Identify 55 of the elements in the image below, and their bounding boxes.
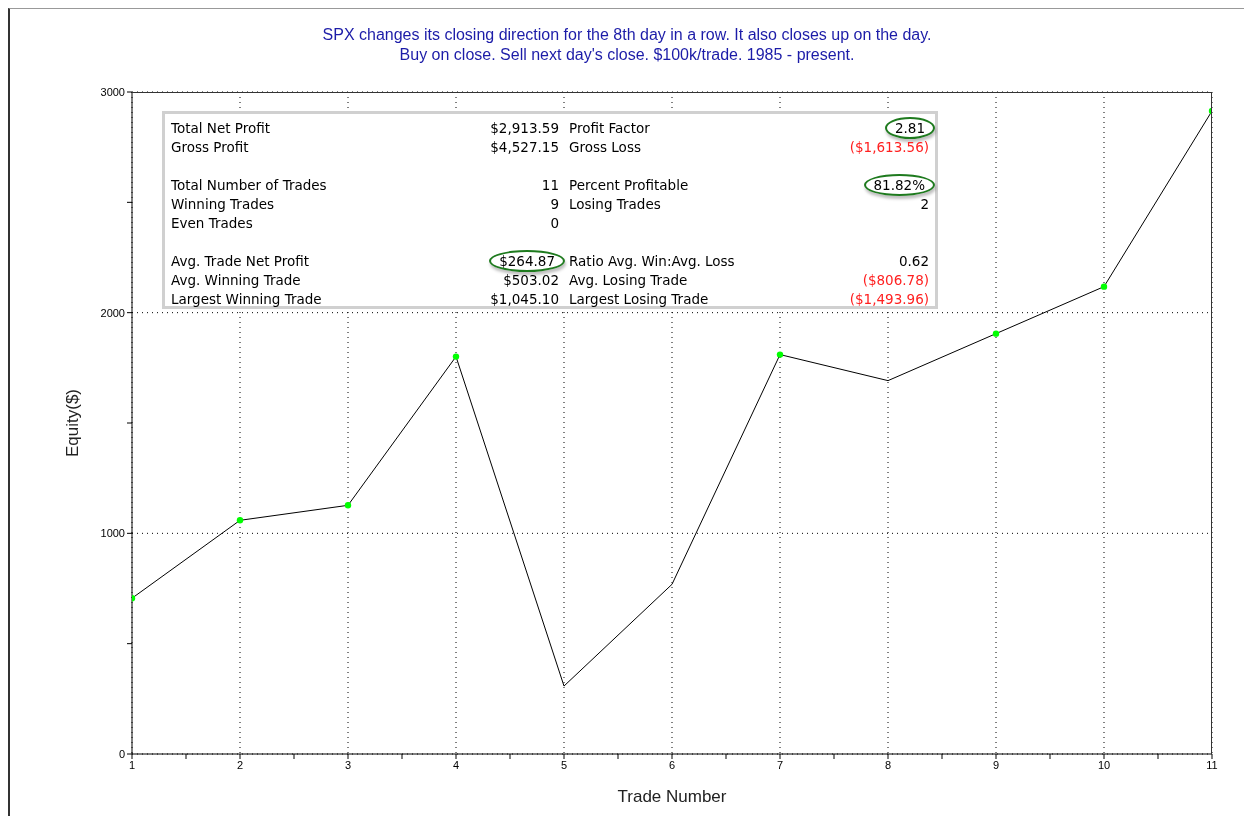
annotation: Losing Trades	[569, 196, 661, 212]
annotation: 0	[550, 215, 559, 231]
annotation: Gross Profit	[171, 139, 249, 155]
point	[1100, 283, 1108, 290]
annotation: Avg. Winning Trade	[171, 272, 301, 288]
annotation: Largest Losing Trade	[569, 291, 709, 307]
x-tick-label: 7	[776, 758, 784, 771]
annotation: Largest Winning Trade	[171, 291, 322, 307]
y-axis-title: Equity($)	[63, 388, 83, 458]
annotation: 11	[541, 177, 559, 193]
annotation: Total Net Profit	[171, 120, 271, 136]
x-tick-label: 10	[1097, 758, 1111, 771]
x-axis-title: Trade Number	[617, 787, 727, 806]
annotation: ($1,613.56)	[849, 139, 929, 155]
x-tick-label: 2	[236, 758, 244, 771]
annotation: 9	[550, 196, 559, 212]
point	[452, 353, 460, 360]
x-tick-label: 6	[668, 758, 676, 771]
x-tick-label: 1	[128, 758, 136, 771]
x-tick-label: 11	[1206, 758, 1218, 771]
x-tick-label: 4	[452, 758, 460, 771]
annotation: Total Number of Trades	[171, 177, 327, 193]
annotation: 81.82%	[872, 177, 926, 193]
annotation: $4,527.15	[490, 139, 559, 155]
annotation: Gross Loss	[569, 139, 641, 155]
annotation: Even Trades	[171, 215, 253, 231]
y-tick-label: 2000	[100, 306, 125, 319]
x-tick-label: 8	[884, 758, 892, 771]
annotation: 0.62	[898, 253, 929, 269]
chart-subtitle: Buy on close. Sell next day's close. $100k/trade. 1985 - present.	[398, 45, 856, 65]
annotation: $264.87	[498, 253, 556, 269]
annotation: $503.02	[503, 272, 559, 288]
point	[776, 351, 784, 358]
point	[992, 330, 1000, 337]
annotation: ($1,493.96)	[849, 291, 929, 307]
chart-title: SPX changes its closing direction for the 8th day in a row. It also closes up on the day.	[321, 25, 933, 45]
annotation: Percent Profitable	[569, 177, 689, 193]
y-tick-label: 1000	[100, 527, 125, 540]
annotation: Avg. Trade Net Profit	[171, 253, 310, 269]
point	[236, 517, 244, 524]
x-tick-label: 9	[992, 758, 1000, 771]
annotation: $1,045.10	[490, 291, 559, 307]
annotation: ($806.78)	[862, 272, 929, 288]
x-tick-label: 3	[344, 758, 352, 771]
annotation: 2.81	[893, 120, 926, 136]
annotation: 2	[920, 196, 929, 212]
x-tick-label: 5	[560, 758, 568, 771]
annotation: Avg. Losing Trade	[569, 272, 688, 288]
annotation: Ratio Avg. Win:Avg. Loss	[569, 253, 735, 269]
y-tick-label: 0	[118, 747, 125, 760]
y-tick-label: 3000	[100, 85, 125, 98]
annotation: Profit Factor	[569, 120, 650, 136]
annotation: $2,913.59	[490, 120, 559, 136]
annotation: Winning Trades	[171, 196, 275, 212]
point	[344, 502, 352, 509]
